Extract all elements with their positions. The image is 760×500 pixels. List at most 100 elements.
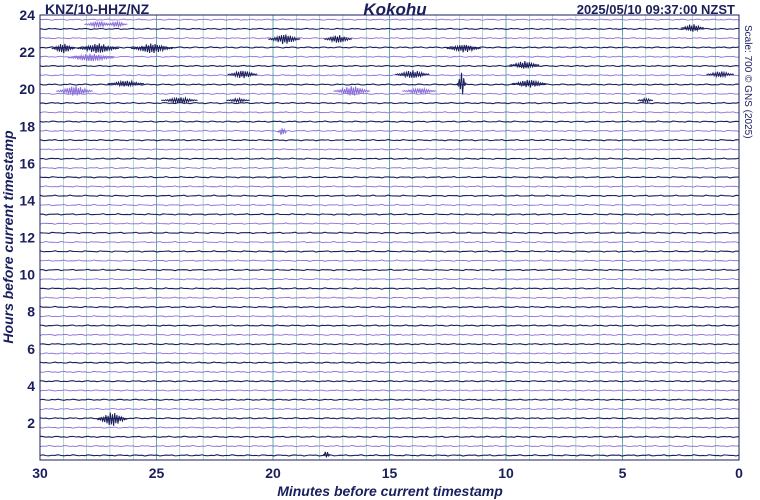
x-tick-label: 5	[619, 465, 627, 481]
trace-line	[39, 426, 740, 429]
seismic-event	[107, 79, 145, 88]
trace-line	[39, 129, 740, 133]
trace-line	[39, 249, 740, 253]
trace-line	[39, 380, 740, 383]
x-tick-label: 15	[382, 465, 398, 481]
trace-line	[39, 166, 740, 170]
x-axis-label: Minutes before current timestamp	[277, 483, 503, 499]
seismic-event	[106, 20, 128, 28]
trace-line	[39, 389, 740, 392]
trace-line	[39, 83, 740, 86]
trace-line	[39, 454, 740, 457]
y-tick-label: 2	[27, 415, 35, 431]
chart-title: Kokohu	[363, 0, 427, 19]
trace-line	[39, 222, 740, 225]
trace-line	[39, 203, 740, 207]
y-tick-labels: 24 22 20 18 16 14 12 10 8 6 4 2	[19, 7, 35, 431]
y-tick-label: 16	[19, 155, 35, 171]
seismic-event	[96, 412, 128, 426]
trace-line	[39, 315, 740, 318]
y-tick-label: 22	[19, 44, 35, 60]
seismic-event	[395, 70, 430, 79]
trace-line	[39, 46, 740, 49]
seismic-event	[637, 96, 654, 104]
seismic-event	[268, 34, 301, 44]
event-layer	[51, 20, 735, 458]
seismic-event	[77, 43, 120, 54]
trace-line	[39, 64, 740, 68]
y-tick-label: 4	[27, 378, 35, 394]
seismic-event	[51, 43, 75, 54]
trace-line	[39, 296, 740, 299]
seismic-event	[333, 86, 371, 96]
y-tick-label: 14	[19, 192, 35, 208]
trace-line	[39, 278, 740, 281]
trace-line	[39, 407, 740, 411]
trace-line	[39, 185, 740, 188]
plot-frame	[39, 14, 740, 461]
trace-line	[39, 231, 740, 235]
trace-line	[39, 138, 740, 142]
y-tick-label: 8	[27, 304, 35, 320]
seismic-event	[277, 127, 287, 136]
trace-line	[39, 92, 740, 95]
trace-line	[39, 120, 740, 123]
seismic-event	[680, 24, 705, 33]
x-tick-label: 10	[498, 465, 514, 481]
y-tick-label: 18	[19, 118, 35, 134]
trace-line	[39, 240, 740, 244]
trace-line	[39, 352, 740, 355]
y-tick-label: 24	[19, 7, 35, 23]
x-tick-label: 0	[735, 465, 743, 481]
trace-line	[39, 194, 740, 198]
timestamp-label: 2025/05/10 09:37:00 NZST	[577, 2, 735, 17]
trace-line	[39, 342, 740, 346]
trace-line	[39, 55, 740, 58]
trace-line	[39, 361, 740, 364]
trace-line	[39, 398, 740, 401]
seismic-event	[402, 86, 437, 96]
y-axis-label: Hours before current timestamp	[0, 130, 16, 344]
trace-line	[39, 435, 740, 439]
seismic-event	[509, 61, 540, 69]
trace-line	[39, 444, 740, 448]
trace-line	[39, 111, 740, 114]
scale-note: Scale: 700 © GNS (2025)	[742, 25, 753, 139]
seismic-event	[226, 96, 250, 104]
seismic-event	[227, 70, 258, 79]
seismic-event	[324, 35, 353, 44]
trace-line	[39, 324, 740, 327]
seismic-event	[56, 86, 93, 96]
y-tick-label: 12	[19, 230, 35, 246]
x-tick-labels: 30 25 20 15 10 5 0	[32, 465, 743, 481]
y-tick-label: 10	[19, 267, 35, 283]
x-tick-label: 30	[32, 465, 48, 481]
seismic-event	[161, 96, 198, 105]
trace-line	[39, 305, 740, 309]
seismic-event	[706, 70, 735, 79]
trace-line	[39, 213, 740, 216]
trace-line	[39, 148, 740, 151]
trace-layer	[39, 18, 740, 457]
y-tick-label: 20	[19, 81, 35, 97]
trace-line	[39, 37, 740, 40]
seismic-event	[446, 44, 481, 53]
y-tick-label: 6	[27, 341, 35, 357]
seismic-event	[67, 53, 115, 62]
seismic-event	[511, 79, 547, 88]
seismic-event	[322, 451, 331, 458]
trace-line	[39, 74, 740, 77]
trace-line	[39, 370, 740, 373]
seismic-event	[456, 72, 467, 95]
trace-line	[39, 333, 740, 337]
trace-line	[39, 268, 740, 272]
trace-line	[39, 175, 739, 179]
station-label: KNZ/10-HHZ/NZ	[45, 1, 150, 17]
trace-line	[39, 259, 740, 262]
x-tick-label: 25	[149, 465, 165, 481]
trace-line	[39, 287, 740, 290]
trace-line	[39, 18, 740, 21]
trace-line	[39, 101, 740, 105]
seismic-event	[130, 43, 173, 54]
